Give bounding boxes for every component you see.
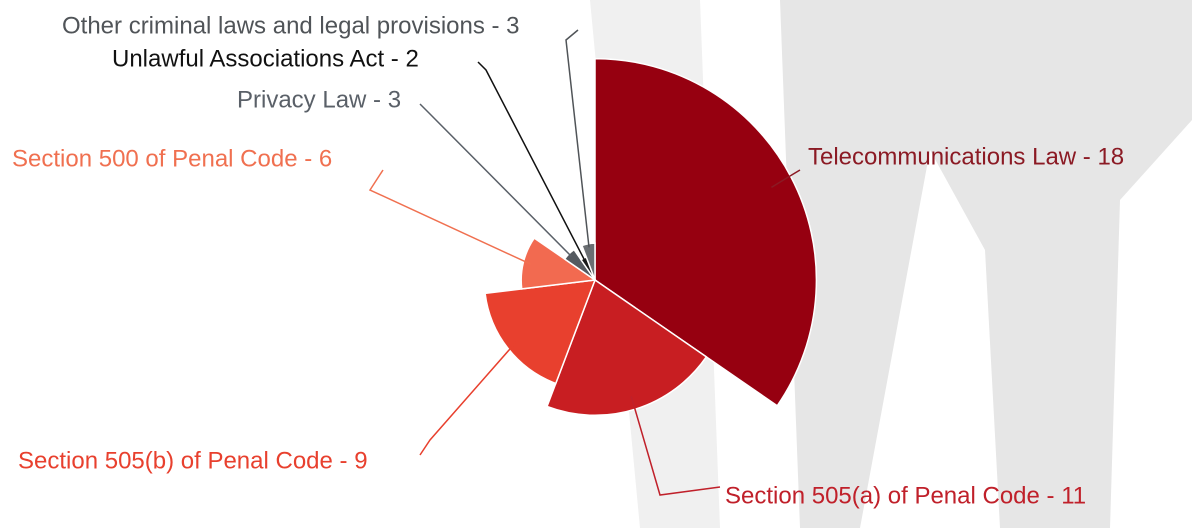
slice-label: Section 500 of Penal Code - 6 — [12, 145, 332, 172]
leader-line — [419, 103, 573, 258]
pie-slice — [484, 279, 597, 385]
pie-slice — [520, 237, 598, 290]
slice-label: Section 505(b) of Penal Code - 9 — [18, 447, 368, 474]
slice-label: Other criminal laws and legal provisions… — [62, 12, 520, 39]
leader-line — [565, 29, 590, 248]
leader-line — [771, 169, 801, 189]
leader-line — [368, 169, 531, 265]
pie-slice — [594, 57, 818, 407]
slice-label: Unlawful Associations Act - 2 — [112, 45, 419, 72]
leader-line — [630, 396, 721, 496]
slice-label: Telecommunications Law - 18 — [808, 143, 1124, 170]
leader-line — [419, 340, 518, 456]
slice-label: Privacy Law - 3 — [237, 86, 401, 113]
slice-label: Section 505(a) of Penal Code - 11 — [725, 482, 1086, 509]
leader-line — [477, 61, 586, 261]
